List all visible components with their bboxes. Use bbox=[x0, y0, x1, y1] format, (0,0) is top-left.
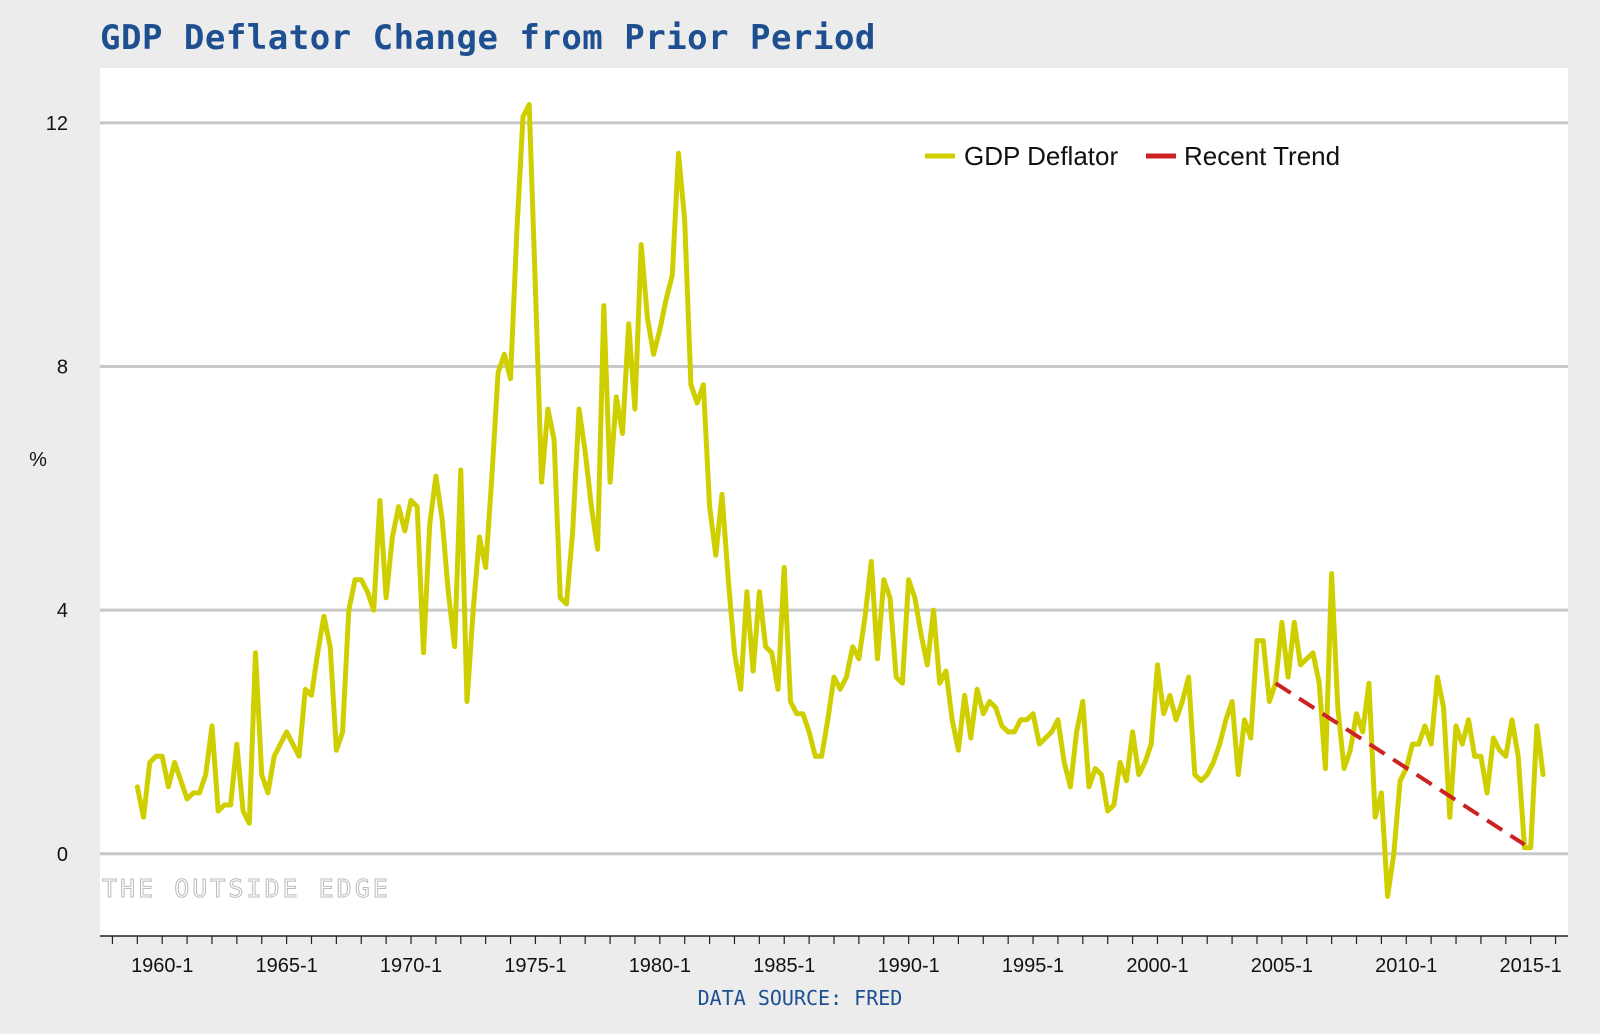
x-axis-ticks: 1960-1 1965-1 1970-1 1975-1 1980-1 1985-1 1990… bbox=[111, 936, 1562, 977]
legend-label-gdp: GDP Deflator bbox=[964, 141, 1118, 171]
series-lines bbox=[134, 102, 1546, 899]
x-tick-label: 1970-1 bbox=[380, 955, 442, 977]
x-tick-label: 2015-1 bbox=[1500, 955, 1562, 977]
legend: GDP Deflator Recent Trend bbox=[925, 141, 1340, 171]
x-tick-label: 2005-1 bbox=[1251, 955, 1313, 977]
grid-lines bbox=[100, 121, 1568, 856]
y-tick-label: 8 bbox=[57, 356, 68, 378]
x-tick-label: 1985-1 bbox=[753, 955, 815, 977]
legend-label-trend: Recent Trend bbox=[1184, 141, 1340, 171]
watermark-text: THE OUTSIDE EDGE bbox=[102, 874, 391, 903]
x-tick-label: 1990-1 bbox=[878, 955, 940, 977]
plot-area bbox=[100, 68, 1568, 936]
x-tick-label: 1980-1 bbox=[629, 955, 691, 977]
recent-trend-line bbox=[1274, 681, 1526, 847]
x-tick-label: 2010-1 bbox=[1375, 955, 1437, 977]
gdp-deflator-line bbox=[134, 102, 1546, 899]
x-tick-label: 1960-1 bbox=[131, 955, 193, 977]
y-tick-label: 0 bbox=[57, 844, 68, 866]
x-tick-label: 1965-1 bbox=[255, 955, 317, 977]
chart-title: GDP Deflator Change from Prior Period bbox=[100, 18, 876, 58]
x-tick-label: 1995-1 bbox=[1002, 955, 1064, 977]
data-source-note: DATA SOURCE: FRED bbox=[697, 986, 903, 1010]
y-tick-label: 4 bbox=[57, 600, 68, 622]
x-tick-label: 1975-1 bbox=[504, 955, 566, 977]
x-tick-label: 2000-1 bbox=[1126, 955, 1188, 977]
y-tick-label: 12 bbox=[46, 113, 68, 135]
y-axis-ticks: 0 4 8 12 bbox=[46, 113, 68, 866]
y-axis-label: % bbox=[29, 449, 47, 471]
